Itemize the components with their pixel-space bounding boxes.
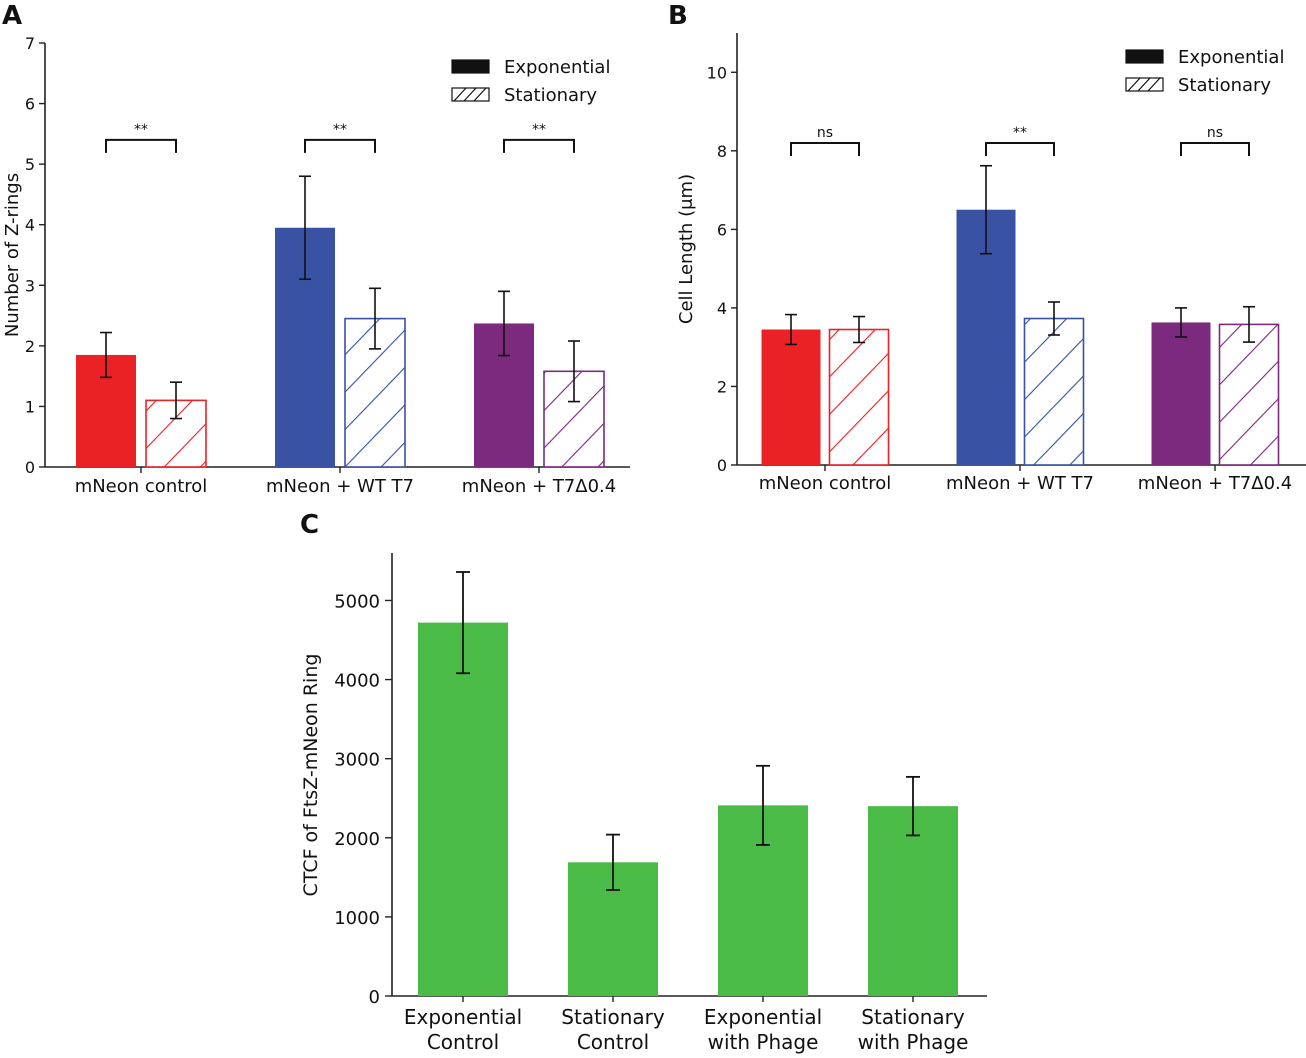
category-label-a: mNeon control (75, 476, 208, 497)
category-label-c: Control (577, 1030, 649, 1054)
category-label-c: Stationary (861, 1005, 965, 1029)
significance-label-a: ** (333, 122, 347, 138)
legend-hatch-line (1147, 77, 1161, 92)
y-tick-label-a: 2 (25, 337, 35, 356)
category-label-c: Stationary (561, 1005, 665, 1029)
y-tick-label-a: 5 (25, 155, 35, 174)
category-label-c: Exponential (704, 1005, 822, 1029)
y-tick-label-c: 4000 (334, 671, 380, 692)
significance-label-b: ** (1013, 125, 1027, 141)
y-tick-label-a: 6 (25, 95, 35, 114)
bar-b-exponential (1151, 322, 1211, 465)
significance-bracket-b (985, 141, 1055, 156)
y-axis-title-c: CTCF of FtsZ-mNeon Ring (300, 654, 322, 897)
legend-hatch-line (1137, 77, 1151, 92)
y-tick-label-b: 10 (707, 63, 727, 82)
significance-label-a: ** (134, 122, 148, 138)
y-tick-label-b: 8 (717, 142, 727, 161)
y-tick-label-a: 4 (25, 216, 35, 235)
legend-label-exponential-b: Exponential (1178, 47, 1284, 68)
bar-c (868, 806, 958, 996)
y-tick-label-c: 0 (369, 987, 380, 1008)
legend-hatch-line (473, 87, 487, 102)
bar-b-exponential (761, 329, 821, 465)
category-label-c: Control (427, 1030, 499, 1054)
significance-bracket-a (105, 138, 177, 153)
legend-swatch-stationary-b (1125, 77, 1164, 92)
y-tick-label-b: 4 (717, 299, 727, 318)
chart-panel-b: 0 2 4 6 8 10 Cell Length (μm) mNeon control ns mN… (676, 33, 1306, 494)
category-label-b: mNeon + WT T7 (946, 473, 1094, 494)
y-tick-label-b: 6 (717, 220, 727, 239)
y-tick-label-a: 0 (25, 458, 35, 477)
legend-label-stationary-b: Stationary (1178, 75, 1271, 96)
panel-letter-b: B (668, 1, 688, 31)
bar-c (418, 622, 508, 996)
y-tick-label-c: 5000 (334, 591, 380, 612)
significance-label-a: ** (532, 122, 546, 138)
y-tick-label-a: 7 (25, 34, 35, 53)
significance-label-b: ns (817, 125, 833, 141)
significance-label-b: ns (1207, 125, 1223, 141)
bar-b-stationary (1023, 317, 1085, 466)
y-axis-title-b: Cell Length (μm) (676, 174, 697, 324)
bar-b-stationary (828, 328, 890, 466)
category-label-a: mNeon + T7Δ0.4 (462, 476, 616, 497)
y-tick-label-c: 1000 (334, 908, 380, 929)
y-tick-label-a: 1 (25, 397, 35, 416)
y-tick-label-a: 3 (25, 276, 35, 295)
category-label-c: with Phage (858, 1030, 969, 1054)
significance-bracket-b (790, 141, 860, 156)
significance-bracket-a (503, 138, 575, 153)
y-tick-label-c: 3000 (334, 750, 380, 771)
chart-panel-c: 0 1000 2000 3000 4000 5000 CTCF of FtsZ-mNeon … (300, 553, 987, 1054)
y-tick-label-c: 2000 (334, 829, 380, 850)
category-label-b: mNeon control (759, 473, 892, 494)
panel-letter-a: A (2, 1, 22, 31)
chart-panel-a: 0 1 2 3 4 5 6 7 Number of Z-rings mNeon control **… (2, 34, 630, 497)
category-label-c: with Phage (708, 1030, 819, 1054)
y-axis-title-a: Number of Z-rings (2, 173, 23, 337)
y-tick-label-b: 0 (717, 456, 727, 475)
legend-swatch-stationary-a (451, 87, 490, 102)
legend-swatch-exponential-a (451, 59, 490, 74)
category-label-a: mNeon + WT T7 (266, 476, 414, 497)
category-label-b: mNeon + T7Δ0.4 (1138, 473, 1292, 494)
panel-letter-c: C (300, 510, 319, 540)
legend-label-exponential-a: Exponential (504, 57, 610, 78)
legend-hatch-line (453, 87, 467, 102)
legend-hatch-line (463, 87, 477, 102)
legend-label-stationary-a: Stationary (504, 85, 597, 106)
bar-b-stationary (1218, 323, 1280, 466)
significance-bracket-a (304, 138, 376, 153)
significance-bracket-b (1180, 141, 1250, 156)
y-tick-label-b: 2 (717, 377, 727, 396)
legend-hatch-line (1127, 77, 1141, 92)
category-label-c: Exponential (404, 1005, 522, 1029)
legend-swatch-exponential-b (1125, 49, 1164, 64)
